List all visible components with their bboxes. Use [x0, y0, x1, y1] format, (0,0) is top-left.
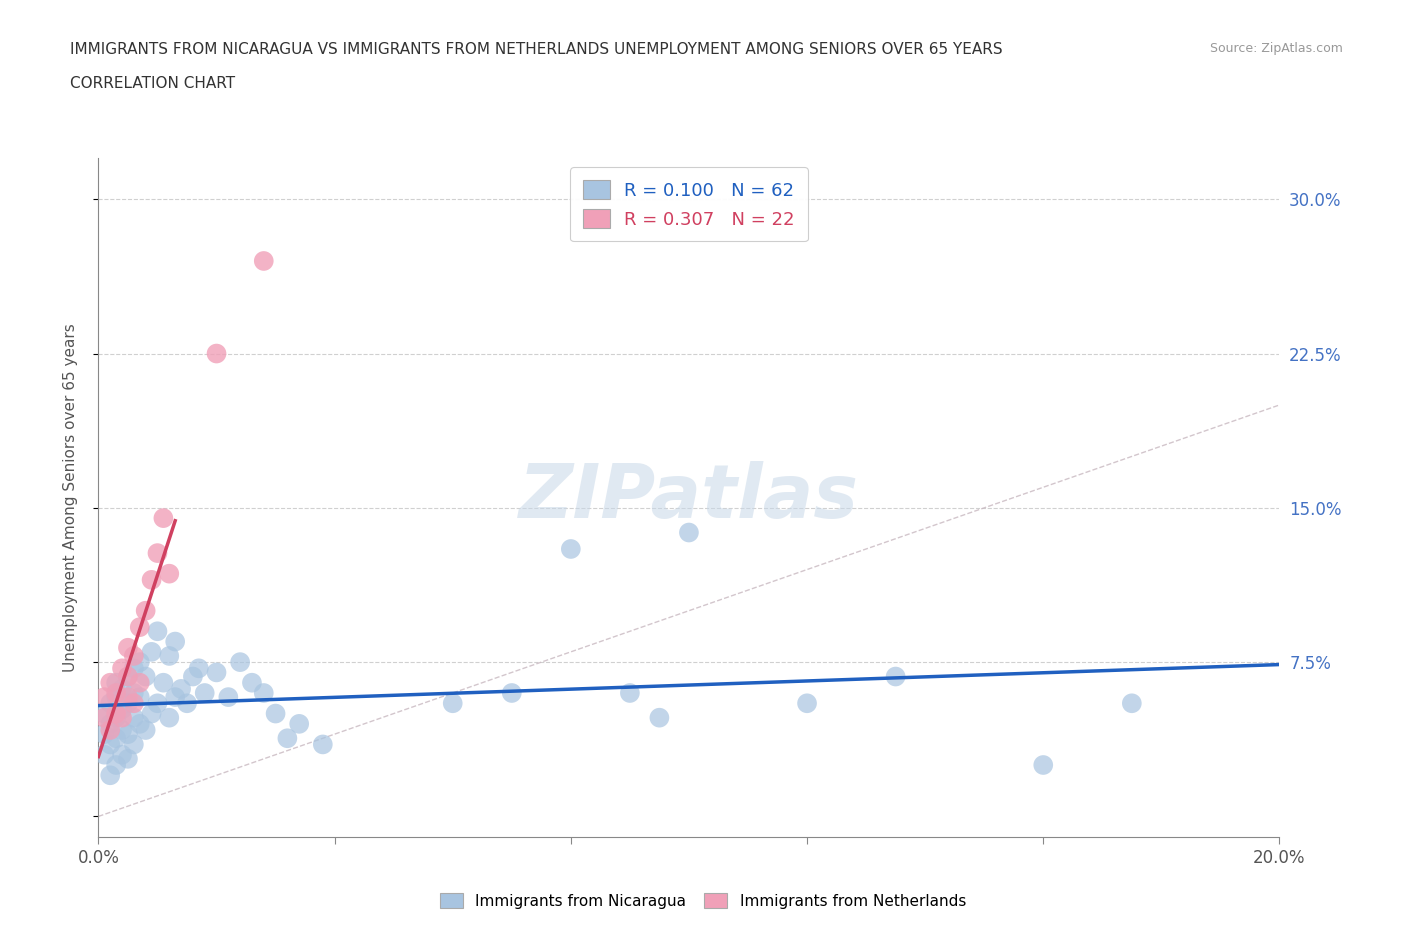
- Point: [117, 690, 139, 705]
- Point: [884, 669, 907, 684]
- Point: [98, 768, 121, 783]
- Point: [111, 682, 134, 697]
- Point: [796, 696, 818, 711]
- Point: [117, 669, 139, 684]
- Point: [152, 511, 174, 525]
- Point: [105, 758, 128, 773]
- Point: [98, 723, 121, 737]
- Point: [165, 690, 187, 705]
- Point: [98, 696, 121, 711]
- Point: [111, 748, 134, 763]
- Point: [93, 711, 115, 725]
- Point: [122, 696, 145, 711]
- Point: [117, 669, 139, 684]
- Point: [117, 696, 139, 711]
- Point: [194, 685, 217, 700]
- Point: [98, 716, 121, 731]
- Point: [111, 711, 134, 725]
- Point: [105, 690, 128, 705]
- Point: [93, 748, 115, 763]
- Point: [111, 702, 134, 717]
- Point: [117, 640, 139, 655]
- Point: [98, 737, 121, 751]
- Point: [187, 661, 209, 676]
- Point: [93, 690, 115, 705]
- Text: IMMIGRANTS FROM NICARAGUA VS IMMIGRANTS FROM NETHERLANDS UNEMPLOYMENT AMONG SENI: IMMIGRANTS FROM NICARAGUA VS IMMIGRANTS …: [70, 42, 1002, 57]
- Point: [117, 726, 139, 741]
- Point: [240, 675, 263, 690]
- Point: [648, 711, 671, 725]
- Point: [229, 655, 252, 670]
- Point: [111, 723, 134, 737]
- Point: [157, 648, 180, 663]
- Point: [93, 726, 115, 741]
- Point: [117, 751, 139, 766]
- Point: [98, 675, 121, 690]
- Point: [146, 546, 169, 561]
- Point: [312, 737, 335, 751]
- Point: [105, 675, 128, 690]
- Point: [1121, 696, 1143, 711]
- Point: [253, 254, 276, 269]
- Point: [205, 346, 228, 361]
- Point: [128, 690, 150, 705]
- Point: [122, 685, 145, 700]
- Point: [560, 541, 582, 556]
- Point: [122, 711, 145, 725]
- Point: [217, 690, 239, 705]
- Point: [205, 665, 228, 680]
- Point: [141, 706, 163, 721]
- Point: [93, 706, 115, 721]
- Point: [146, 696, 169, 711]
- Point: [141, 572, 163, 587]
- Point: [128, 619, 150, 634]
- Point: [441, 696, 464, 711]
- Point: [288, 716, 311, 731]
- Point: [105, 731, 128, 746]
- Point: [157, 566, 180, 581]
- Point: [135, 604, 157, 618]
- Legend: Immigrants from Nicaragua, Immigrants from Netherlands: Immigrants from Nicaragua, Immigrants fr…: [434, 886, 972, 915]
- Text: ZIPatlas: ZIPatlas: [519, 461, 859, 534]
- Point: [105, 685, 128, 700]
- Point: [122, 648, 145, 663]
- Text: Source: ZipAtlas.com: Source: ZipAtlas.com: [1209, 42, 1343, 55]
- Point: [105, 711, 128, 725]
- Point: [170, 682, 193, 697]
- Point: [152, 675, 174, 690]
- Point: [122, 737, 145, 751]
- Point: [253, 685, 276, 700]
- Point: [135, 669, 157, 684]
- Point: [264, 706, 287, 721]
- Point: [181, 669, 204, 684]
- Point: [111, 661, 134, 676]
- Y-axis label: Unemployment Among Seniors over 65 years: Unemployment Among Seniors over 65 years: [63, 324, 77, 671]
- Point: [678, 525, 700, 540]
- Legend: R = 0.100   N = 62, R = 0.307   N = 22: R = 0.100 N = 62, R = 0.307 N = 22: [571, 167, 807, 241]
- Point: [141, 644, 163, 659]
- Point: [165, 634, 187, 649]
- Point: [105, 706, 128, 721]
- Point: [157, 711, 180, 725]
- Point: [276, 731, 298, 746]
- Point: [176, 696, 198, 711]
- Point: [501, 685, 523, 700]
- Point: [128, 655, 150, 670]
- Point: [122, 661, 145, 676]
- Point: [128, 675, 150, 690]
- Point: [619, 685, 641, 700]
- Point: [128, 716, 150, 731]
- Text: CORRELATION CHART: CORRELATION CHART: [70, 76, 235, 91]
- Point: [1032, 758, 1054, 773]
- Point: [135, 723, 157, 737]
- Point: [146, 624, 169, 639]
